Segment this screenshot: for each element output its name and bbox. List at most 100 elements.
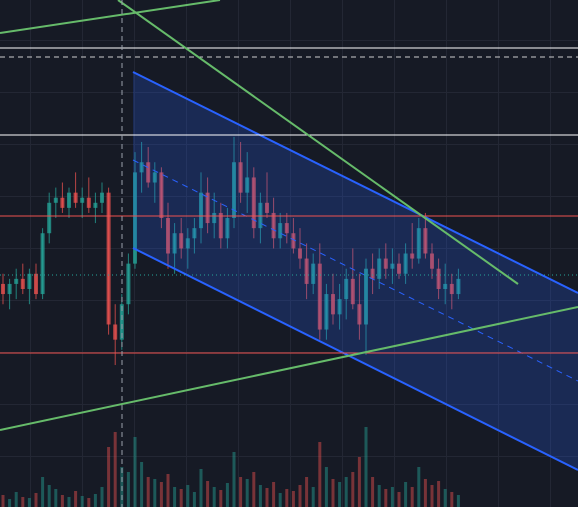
candle-body <box>304 258 309 284</box>
candle-body <box>251 177 256 229</box>
candle-body <box>291 233 296 249</box>
candle-body <box>416 228 421 259</box>
volume-bar <box>93 494 97 507</box>
candle-body <box>205 192 210 224</box>
volume-bar <box>291 491 295 507</box>
volume-bar <box>417 467 421 507</box>
candle-body <box>40 233 45 295</box>
candle-body <box>34 273 38 295</box>
trend-line <box>0 0 221 34</box>
candle-body <box>238 162 243 193</box>
volume-bar <box>107 447 111 507</box>
volume-bar <box>206 481 210 507</box>
candle-body <box>166 218 170 254</box>
candle-body <box>317 263 322 330</box>
trend-line <box>117 0 519 285</box>
volume-bar <box>225 483 229 507</box>
volume-bar <box>252 472 256 507</box>
volume-bar <box>126 472 130 507</box>
volume-bar <box>364 427 368 507</box>
volume-bar <box>377 485 381 507</box>
candle-body <box>403 253 408 274</box>
candle-body <box>397 263 401 274</box>
candle-body <box>152 172 157 183</box>
trend-line <box>0 306 578 431</box>
candle-body <box>344 278 349 300</box>
volume-bar <box>27 498 31 507</box>
volume-bar <box>212 487 216 507</box>
volume-bar <box>192 492 196 507</box>
candle-body <box>139 162 144 173</box>
candle-body <box>265 202 269 213</box>
candle-body <box>271 212 276 239</box>
volume-bar <box>146 477 150 507</box>
candle-body <box>390 263 395 269</box>
volume-bar <box>430 485 434 507</box>
candle-body <box>337 299 342 315</box>
volume-bar <box>113 432 117 507</box>
volume-bar <box>437 481 441 507</box>
candle-body <box>172 233 177 254</box>
candle-body <box>53 197 58 203</box>
candle-body <box>232 162 236 219</box>
volume-bar <box>331 479 335 507</box>
candle-body <box>126 263 131 305</box>
volume-bar <box>410 487 414 507</box>
volume-bar <box>318 442 322 507</box>
candle-body <box>364 268 368 325</box>
volume-bar <box>245 479 249 507</box>
candle-body <box>192 228 197 239</box>
volume-bar <box>272 482 276 507</box>
candle-body <box>20 278 25 289</box>
candle-body <box>86 197 91 208</box>
candle-body <box>225 218 230 239</box>
volume-bar <box>173 487 177 507</box>
candle-body <box>93 202 98 208</box>
candle-body <box>324 294 329 330</box>
series-layer <box>1 136 461 507</box>
channel-fill <box>133 72 578 470</box>
volume-bar <box>1 495 5 507</box>
candle-body <box>14 278 19 284</box>
candle-body <box>331 294 335 315</box>
channel-bottom <box>132 247 578 471</box>
volume-bar <box>159 482 163 507</box>
candle-body <box>245 177 250 193</box>
candle-body <box>443 283 448 289</box>
volume-bar <box>443 489 447 507</box>
volume-bar <box>74 491 78 507</box>
volume-bar <box>456 495 460 507</box>
volume-bar <box>47 485 51 507</box>
candle-body <box>119 304 124 340</box>
volume-bar <box>239 477 243 507</box>
candle-body <box>47 202 52 234</box>
candle-body <box>113 324 118 340</box>
volume-bar <box>278 493 282 507</box>
candle-body <box>383 258 388 269</box>
volume-bar <box>133 437 137 507</box>
candle-body <box>146 162 151 183</box>
candle-body <box>311 263 316 284</box>
candle-body <box>284 223 289 234</box>
candle-body <box>185 238 190 249</box>
candle-body <box>357 304 362 325</box>
candle-body <box>27 273 32 289</box>
candle-body <box>179 233 184 249</box>
volume-bar <box>390 487 394 507</box>
volume-bar <box>305 477 309 507</box>
candle-body <box>80 197 85 203</box>
candle-body <box>133 172 137 264</box>
volume-bar <box>100 487 104 507</box>
candle-body <box>410 253 415 259</box>
volume-bar <box>423 479 427 507</box>
volume-bar <box>219 490 223 507</box>
candle-body <box>1 283 5 295</box>
volume-bar <box>21 497 25 507</box>
candle-body <box>436 268 441 289</box>
candle-body <box>159 172 164 219</box>
volume-bar <box>80 496 84 507</box>
candle-body <box>199 192 203 229</box>
candle-body <box>100 192 104 203</box>
